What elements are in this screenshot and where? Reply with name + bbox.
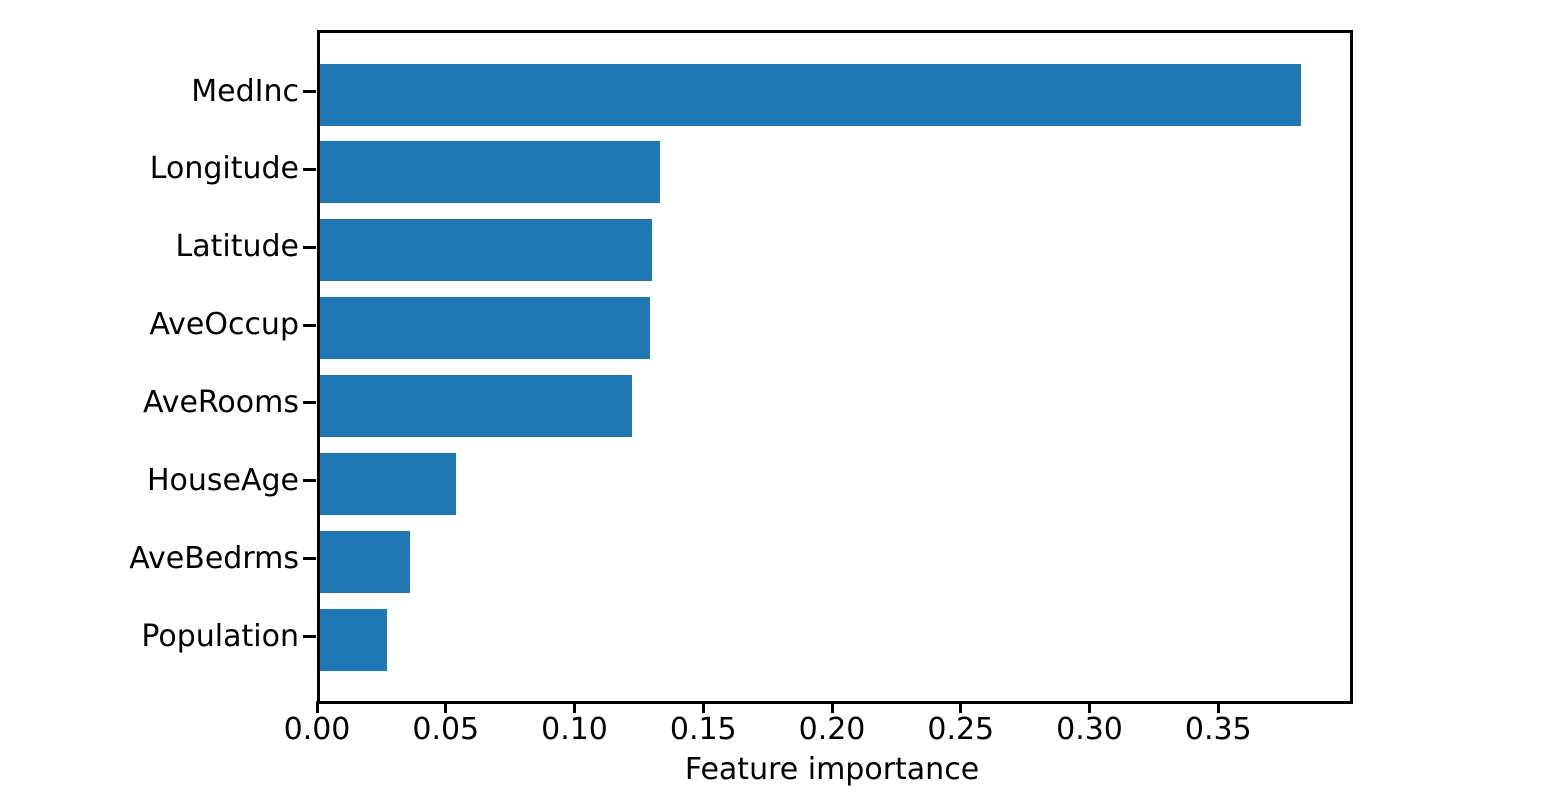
- x-tick-label: 0.10: [541, 712, 608, 747]
- y-tick-mark: [303, 167, 316, 171]
- bar-houseage: [320, 452, 456, 515]
- x-axis-label: Feature importance: [684, 752, 980, 787]
- bar-medinc: [320, 63, 1301, 126]
- x-tick-mark: [1088, 701, 1091, 713]
- x-tick-mark: [959, 701, 963, 713]
- bar-latitude: [320, 219, 652, 282]
- y-tick-mark: [303, 245, 316, 249]
- x-tick-mark: [1216, 701, 1220, 713]
- bar-averooms: [320, 374, 632, 437]
- y-tick-mark: [303, 323, 316, 327]
- x-tick-label: 0.00: [283, 712, 351, 747]
- x-tick-label: 0.05: [412, 712, 480, 747]
- bar-longitude: [320, 141, 660, 204]
- y-tick-mark: [303, 635, 316, 639]
- y-tick-mark: [303, 557, 316, 561]
- x-tick-label: 0.25: [927, 712, 995, 747]
- y-tick-label: AveBedrms: [129, 540, 299, 576]
- y-tick-label: Longitude: [149, 151, 299, 187]
- bar-aveoccup: [320, 297, 650, 360]
- y-tick-mark: [303, 401, 316, 405]
- y-tick-label: HouseAge: [146, 462, 299, 498]
- bar-avebedrms: [320, 530, 410, 593]
- y-tick-label: AveRooms: [142, 384, 299, 420]
- y-tick-mark: [303, 90, 316, 93]
- bar-population: [320, 608, 387, 671]
- x-tick-mark: [573, 701, 576, 713]
- y-tick-label: MedInc: [191, 73, 299, 109]
- x-tick-label: 0.30: [1056, 712, 1123, 747]
- x-tick-label: 0.15: [669, 712, 737, 747]
- x-tick-label: 0.35: [1184, 712, 1252, 747]
- y-tick-mark: [303, 479, 316, 483]
- y-tick-label: AveOccup: [149, 307, 299, 343]
- y-tick-label: Population: [141, 618, 299, 654]
- x-tick-mark: [315, 701, 319, 713]
- x-tick-mark: [701, 701, 705, 713]
- y-tick-label: Latitude: [175, 229, 299, 265]
- x-tick-label: 0.20: [798, 712, 866, 747]
- plot-area: [317, 30, 1353, 704]
- x-tick-mark: [830, 701, 834, 713]
- x-tick-mark: [444, 701, 448, 713]
